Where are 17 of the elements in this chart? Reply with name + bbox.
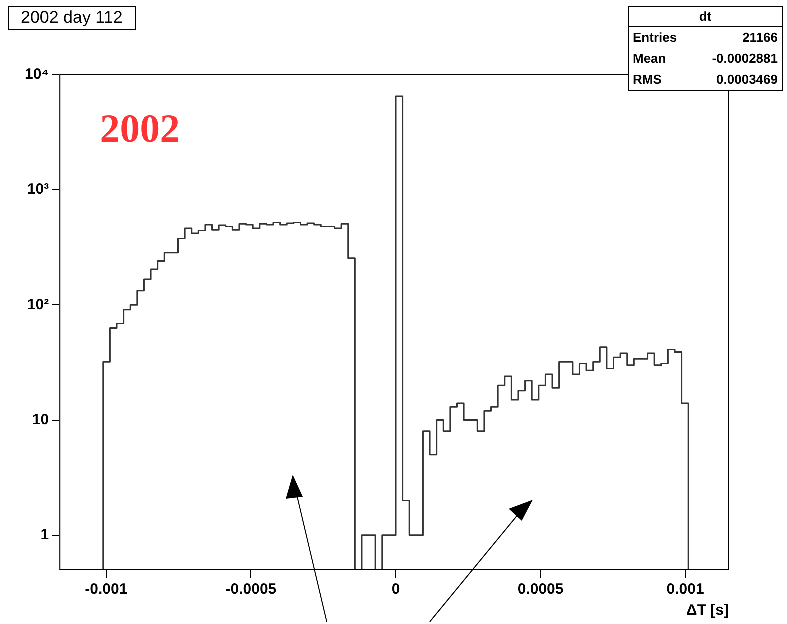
- x-tick-label: 0.001: [666, 581, 704, 598]
- x-tick-label: 0.0005: [518, 581, 564, 598]
- y-tick-label: 10⁴: [24, 66, 50, 84]
- y-tick-label: 10³: [27, 181, 50, 198]
- text: Entries 21166: [633, 30, 778, 45]
- text: RMS 0.0003469: [633, 72, 778, 87]
- y-tick-label: 10: [32, 411, 50, 428]
- annotation: 2002: [100, 105, 180, 152]
- x-axis-title: ΔT [s]: [686, 602, 729, 620]
- x-tick-label: 0: [392, 581, 400, 598]
- text: Mean -0.0002881: [633, 51, 778, 66]
- x-tick-label: -0.0005: [226, 581, 277, 598]
- chart-title: 2002 day 112: [8, 6, 136, 30]
- text: dt: [629, 7, 782, 27]
- y-tick-label: 10²: [27, 296, 50, 314]
- x-tick-label: -0.001: [85, 581, 128, 598]
- y-tick-label: 1: [40, 526, 50, 544]
